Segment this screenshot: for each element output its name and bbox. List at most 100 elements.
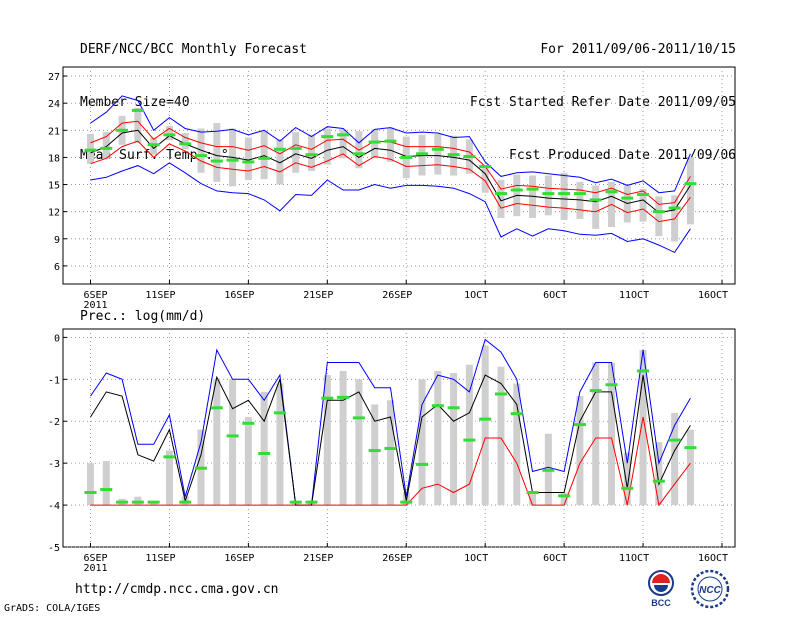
range-bar (497, 366, 505, 506)
obs-marker (526, 187, 539, 191)
range-bar (639, 349, 647, 506)
obs-marker (273, 147, 286, 151)
obs-marker (652, 479, 665, 483)
obs-marker (210, 159, 223, 163)
range-bar (292, 132, 300, 173)
obs-marker (605, 383, 618, 387)
obs-marker (100, 488, 113, 492)
range-bar (244, 417, 252, 506)
fcst-started-date: Fcst Started Refer Date 2011/09/05 (469, 95, 736, 110)
range-bar (655, 196, 663, 237)
obs-marker (352, 152, 365, 156)
range-bar (371, 404, 379, 506)
obs-marker (100, 146, 113, 150)
obs-marker (321, 135, 334, 139)
range-bar (671, 412, 679, 506)
obs-marker (621, 196, 634, 200)
x-tick-label: 16SEP (224, 290, 254, 301)
obs-marker (242, 160, 255, 164)
range-bar (544, 175, 552, 216)
x-tick-label: 1OCT (464, 553, 488, 564)
y-tick-label: 15 (48, 181, 60, 192)
chart-title: DERF/NCC/BCC Monthly Forecast (80, 42, 307, 57)
y-tick-label: 6 (54, 262, 60, 273)
range-bar (181, 133, 189, 150)
range-bar (623, 452, 631, 506)
x-tick-label: 11OCT (619, 553, 649, 564)
x-tick-label: 6SEP (84, 290, 108, 301)
y-tick-label: 21 (48, 126, 60, 137)
range-bar (244, 137, 252, 181)
obs-marker (337, 133, 350, 137)
x-tick-label: 1OCT (464, 290, 488, 301)
range-bar (686, 157, 694, 225)
obs-marker (400, 155, 413, 159)
series-line-ensemble-max (90, 95, 691, 194)
x-tick-label: 6OCT (543, 290, 567, 301)
range-bar (323, 128, 331, 165)
obs-marker (163, 455, 176, 459)
x-tick-label: 2011 (84, 300, 108, 311)
svg-text:NCC: NCC (699, 585, 721, 596)
range-bar (339, 129, 347, 159)
range-bar (323, 375, 331, 506)
obs-marker (668, 206, 681, 210)
range-bar (513, 383, 521, 506)
obs-marker (305, 500, 318, 504)
obs-marker (416, 462, 429, 466)
range-bar (87, 463, 94, 506)
x-tick-label: 26SEP (382, 290, 412, 301)
x-tick-label: 16OCT (698, 553, 728, 564)
range-bar (481, 166, 489, 193)
series-line-ensemble-max (90, 338, 691, 506)
obs-marker (447, 406, 460, 410)
obs-marker (431, 147, 444, 151)
range-bar (560, 172, 568, 220)
range-bar (386, 127, 394, 162)
range-bar (576, 396, 584, 506)
range-bar (276, 139, 284, 185)
range-bar (165, 125, 173, 141)
y-tick-label: -2 (48, 417, 60, 428)
obs-marker (463, 438, 476, 442)
obs-marker (352, 416, 365, 420)
obs-marker (147, 500, 160, 504)
x-tick-label: 16OCT (698, 290, 728, 301)
obs-marker (242, 421, 255, 425)
obs-marker (479, 417, 492, 421)
range-bar (592, 185, 600, 229)
y-tick-label: 0 (54, 333, 60, 344)
obs-marker (305, 153, 318, 157)
range-bar (102, 132, 110, 160)
range-bar (686, 429, 694, 506)
obs-marker (494, 192, 507, 196)
range-bar (102, 461, 110, 506)
obs-marker (384, 139, 397, 143)
x-tick-label: 16SEP (224, 553, 254, 564)
y-tick-label: -5 (48, 543, 60, 554)
obs-marker (195, 154, 208, 158)
member-size: Member Size=40 (80, 95, 190, 110)
obs-marker (510, 412, 523, 416)
obs-marker (226, 434, 239, 438)
obs-marker (258, 156, 271, 160)
range-bar (639, 189, 647, 222)
obs-marker (195, 466, 208, 470)
range-bar (434, 370, 442, 506)
obs-marker (573, 423, 586, 427)
obs-marker (463, 155, 476, 159)
obs-marker (542, 192, 555, 196)
obs-marker (589, 198, 602, 202)
obs-marker (179, 142, 192, 146)
grads-credit: GrADS: COLA/IGES (4, 603, 101, 614)
series-line-lower-spread (90, 140, 691, 223)
obs-marker (321, 396, 334, 400)
range-bar (560, 492, 568, 506)
range-bar (339, 370, 347, 506)
obs-marker (131, 500, 144, 504)
obs-marker (510, 188, 523, 192)
obs-marker (621, 486, 634, 490)
source-url[interactable]: http://cmdp.ncc.cma.gov.cn (75, 582, 279, 597)
series-line-ensemble-mean (90, 374, 691, 506)
y-tick-label: 24 (48, 99, 60, 110)
